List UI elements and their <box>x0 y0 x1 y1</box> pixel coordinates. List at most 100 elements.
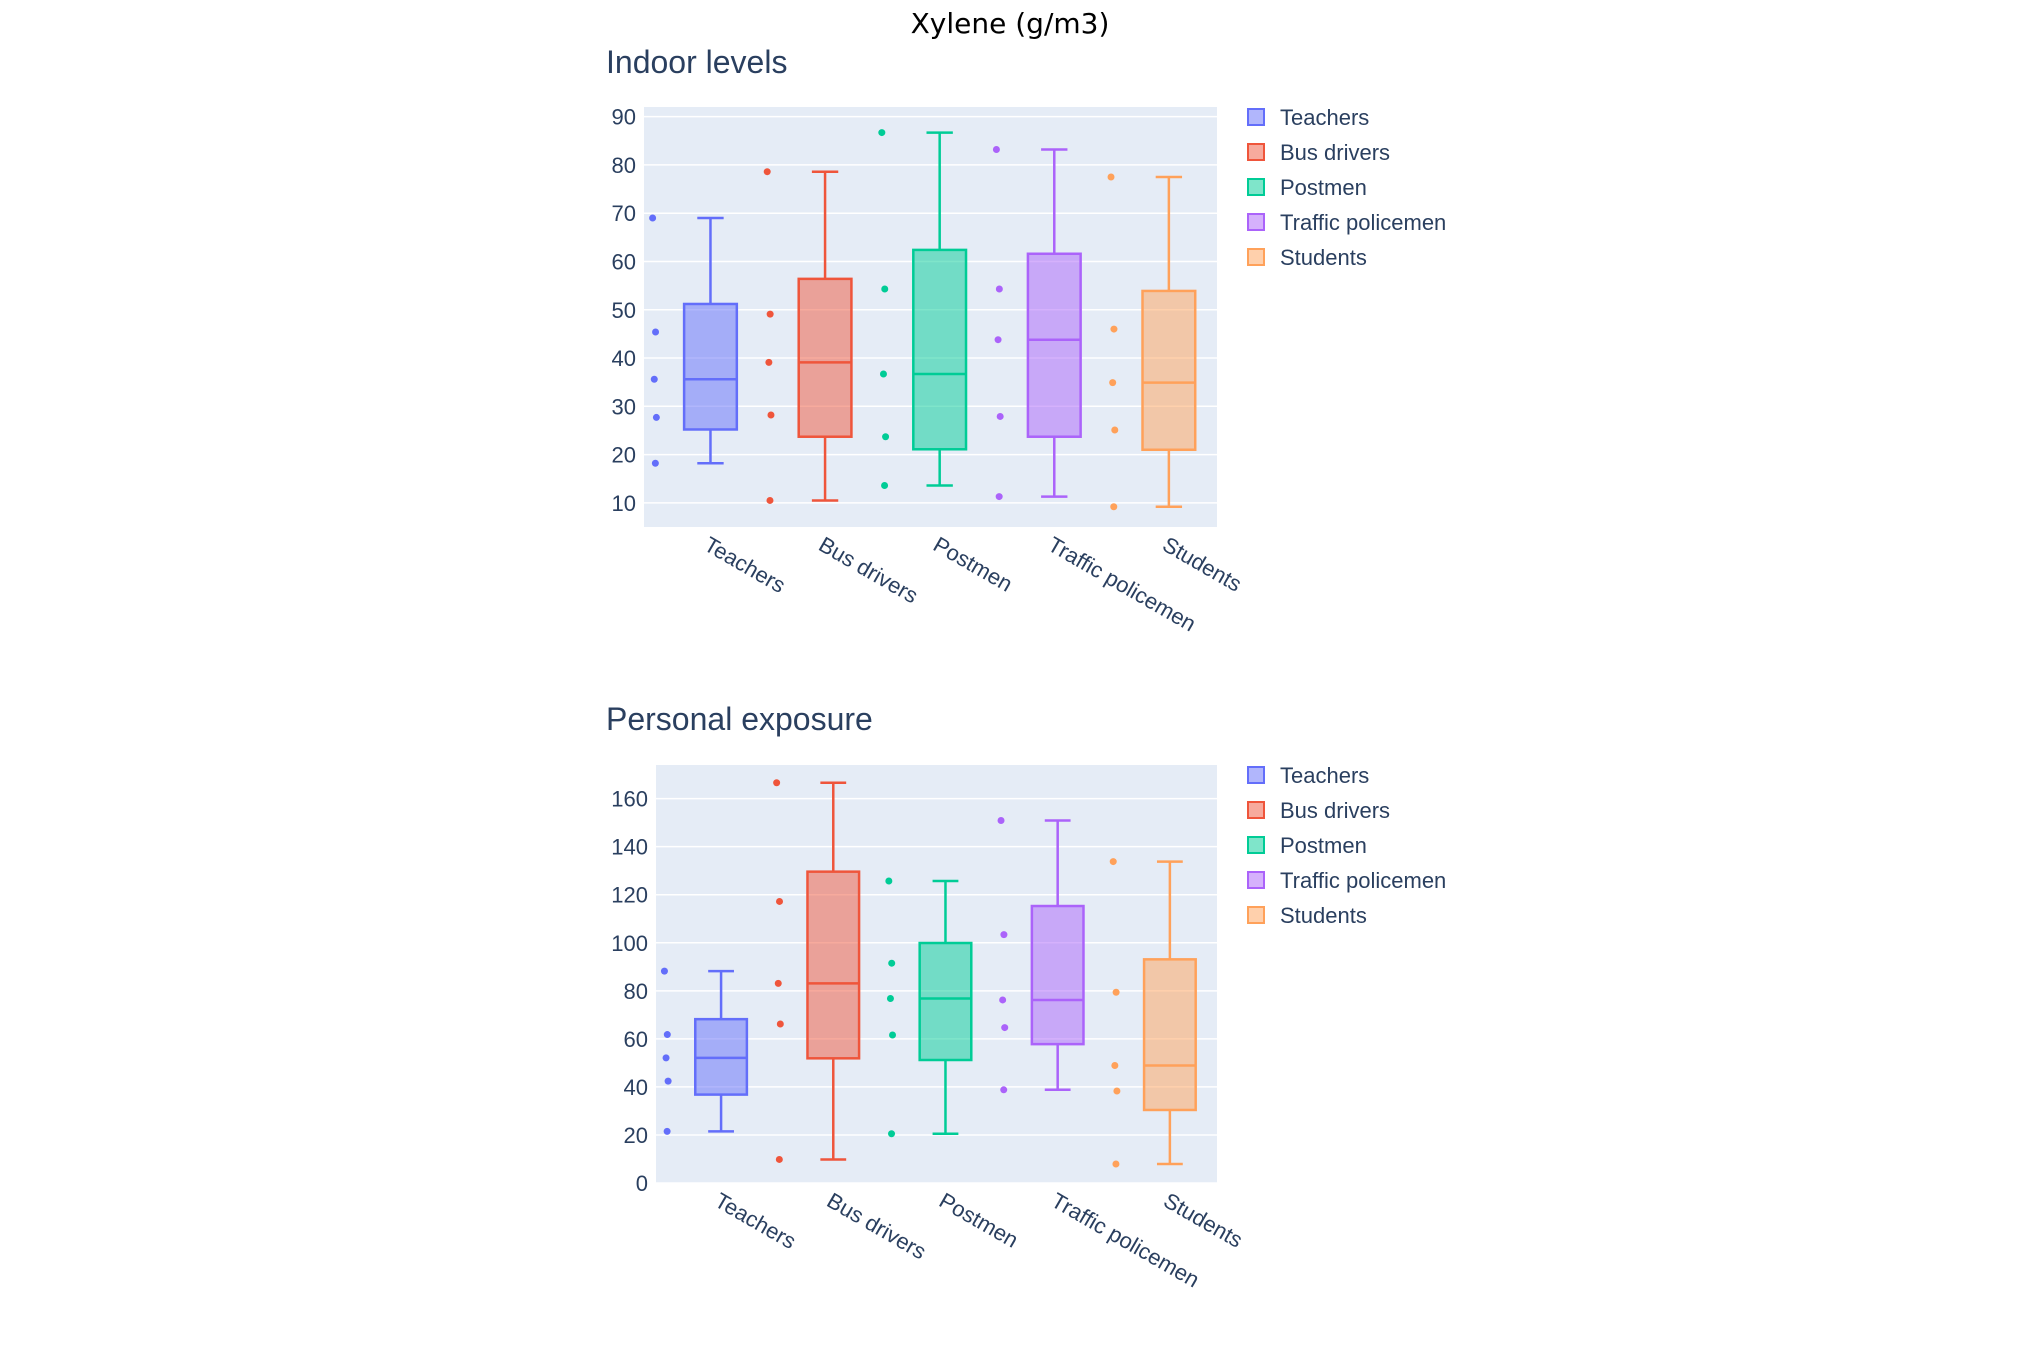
panel-personal-exposure: Personal exposure 0 20 40 60 80 100 120 140 160 T… <box>606 701 1446 1292</box>
y-tick-label: 50 <box>612 298 636 323</box>
legend-label: Teachers <box>1280 763 1369 788</box>
y-tick-label: 0 <box>636 1171 648 1196</box>
legend-swatch <box>1247 248 1265 266</box>
data-point <box>999 996 1007 1004</box>
box-iqr <box>1141 289 1197 452</box>
legend-swatch <box>1247 906 1265 924</box>
data-point <box>662 1054 670 1062</box>
main-title: Xylene (g/m3) <box>911 7 1110 40</box>
box-traffic-policemen <box>992 145 1082 501</box>
data-point <box>776 897 784 905</box>
data-point <box>888 1130 896 1138</box>
legend-item-bus-drivers: Bus drivers <box>1247 140 1390 165</box>
data-point <box>664 1077 672 1085</box>
data-point <box>765 358 773 366</box>
y-tick-label: 160 <box>611 787 648 812</box>
y-tick-label: 80 <box>612 153 636 178</box>
data-point <box>878 129 886 137</box>
legend-item-students: Students <box>1247 903 1367 928</box>
panel-title: Indoor levels <box>606 44 787 80</box>
y-tick-label: 80 <box>624 979 648 1004</box>
x-tick-label: Teachers <box>711 1188 801 1254</box>
legend-swatch <box>1247 178 1265 196</box>
legend-label: Students <box>1280 903 1367 928</box>
y-tick-label: 90 <box>612 105 636 130</box>
legend: Teachers Bus drivers Postmen Traffic police… <box>1247 105 1446 270</box>
x-tick-label: Bus drivers <box>823 1188 931 1265</box>
panel-indoor-levels: Indoor levels 10 20 30 40 50 60 70 80 90 Teachers… <box>606 44 1446 636</box>
x-tick-label: Students <box>1158 532 1246 597</box>
legend-label: Postmen <box>1280 833 1367 858</box>
y-tick-label: 70 <box>612 201 636 226</box>
data-point <box>997 816 1005 824</box>
data-point <box>652 328 660 336</box>
y-tick-label: 120 <box>611 883 648 908</box>
data-point <box>1000 1086 1008 1094</box>
panel-title: Personal exposure <box>606 701 873 737</box>
data-point <box>766 496 774 504</box>
legend-label: Traffic policemen <box>1280 210 1446 235</box>
data-point <box>766 310 774 318</box>
data-point <box>1000 931 1008 939</box>
box-iqr <box>918 941 973 1062</box>
box-iqr <box>682 302 739 431</box>
legend: Teachers Bus drivers Postmen Traffic police… <box>1247 763 1446 928</box>
box-teachers <box>649 214 739 467</box>
legend-label: Postmen <box>1280 175 1367 200</box>
data-point <box>651 459 659 467</box>
legend-label: Bus drivers <box>1280 798 1390 823</box>
data-point <box>1110 503 1118 511</box>
y-tick-label: 140 <box>611 835 648 860</box>
data-point <box>1107 173 1115 181</box>
box-students <box>1107 173 1197 511</box>
data-point <box>885 877 893 885</box>
data-point <box>660 967 668 975</box>
data-point <box>889 1031 897 1039</box>
data-point <box>992 145 1000 153</box>
data-point <box>886 995 894 1003</box>
legend-item-teachers: Teachers <box>1247 105 1369 130</box>
x-tick-label: Students <box>1159 1188 1247 1253</box>
legend-swatch <box>1247 213 1265 231</box>
box-bus-drivers <box>773 779 861 1163</box>
data-point <box>995 285 1003 293</box>
data-point <box>1113 1087 1121 1095</box>
data-point <box>995 493 1003 501</box>
y-tick-label: 40 <box>612 346 636 371</box>
box-iqr <box>1026 252 1082 438</box>
legend-item-bus-drivers: Bus drivers <box>1247 798 1390 823</box>
box-iqr <box>1142 958 1197 1112</box>
legend-item-postmen: Postmen <box>1247 175 1367 200</box>
legend-swatch <box>1247 108 1265 126</box>
legend-label: Bus drivers <box>1280 140 1390 165</box>
legend-label: Students <box>1280 245 1367 270</box>
x-tick-label: Teachers <box>700 532 790 598</box>
y-tick-label: 20 <box>612 443 636 468</box>
box-postmen <box>878 129 968 489</box>
legend-swatch <box>1247 836 1265 854</box>
box-traffic-policemen <box>997 816 1085 1094</box>
legend-label: Traffic policemen <box>1280 868 1446 893</box>
box-iqr <box>1030 904 1085 1046</box>
legend-swatch <box>1247 143 1265 161</box>
legend-item-postmen: Postmen <box>1247 833 1367 858</box>
legend-swatch <box>1247 871 1265 889</box>
data-point <box>652 413 660 421</box>
data-point <box>1112 1160 1120 1168</box>
box-iqr <box>912 248 968 451</box>
data-point <box>763 168 771 176</box>
x-tick-label: Postmen <box>929 532 1017 597</box>
data-point <box>767 411 775 419</box>
legend-item-traffic-policemen: Traffic policemen <box>1247 210 1446 235</box>
data-point <box>776 1020 784 1028</box>
data-point <box>1111 1062 1119 1070</box>
data-point <box>879 370 887 378</box>
box-students <box>1109 858 1197 1168</box>
data-point <box>888 959 896 967</box>
y-tick-label: 10 <box>612 491 636 516</box>
data-point <box>1109 858 1117 866</box>
data-point <box>881 285 889 293</box>
data-point <box>1112 988 1120 996</box>
y-tick-label: 60 <box>612 249 636 274</box>
